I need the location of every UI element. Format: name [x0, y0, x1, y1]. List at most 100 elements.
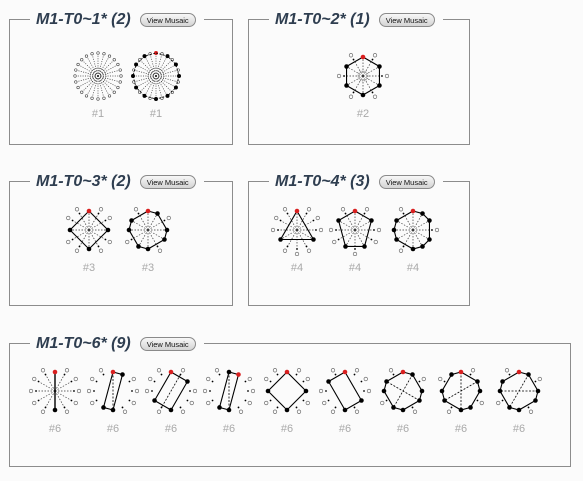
musaic-item[interactable]: #6	[29, 365, 81, 435]
view-musaic-button[interactable]: View Musaic	[139, 337, 196, 351]
musaic-item[interactable]: #3	[63, 204, 115, 274]
musaic-item[interactable]: #6	[377, 365, 429, 435]
note-dot	[185, 379, 190, 384]
musaic-glyph	[264, 368, 310, 414]
item-label: #4	[406, 262, 420, 274]
note-dot	[284, 407, 290, 413]
note-dot	[384, 379, 389, 384]
red-root-dot	[294, 208, 300, 214]
note-dot	[442, 398, 447, 403]
item-label: #1	[149, 108, 163, 120]
red-root-dot	[52, 369, 58, 375]
group-legend: M1-T0~3* (2) View Musaic	[30, 172, 204, 192]
musaic-glyph	[438, 368, 484, 414]
red-root-dot	[284, 369, 290, 375]
musaic-item[interactable]: #2	[337, 50, 389, 120]
musaic-glyph	[391, 207, 439, 253]
view-musaic-button[interactable]: View Musaic	[139, 13, 196, 27]
musaic-item[interactable]: #4	[387, 204, 439, 274]
musaic-item[interactable]: #3	[122, 204, 174, 274]
note-dot	[391, 405, 396, 410]
red-root-dot	[110, 369, 116, 375]
note-dot	[344, 64, 349, 69]
item-label: #6	[454, 423, 468, 435]
group-legend: M1-T0~1* (2) View Musaic	[30, 10, 204, 30]
note-dot	[110, 407, 116, 413]
note-dot	[475, 379, 480, 384]
group-title: M1-T0~2* (1)	[275, 11, 370, 28]
item-label: #3	[141, 262, 155, 274]
red-root-dot	[342, 369, 348, 375]
note-dot	[303, 388, 309, 394]
note-dot	[526, 372, 531, 377]
note-dot	[164, 227, 170, 233]
item-label: #6	[164, 423, 178, 435]
musaic-glyph	[271, 207, 323, 256]
note-dot	[52, 407, 58, 413]
musaic-glyph	[66, 207, 112, 253]
note-dot	[427, 218, 432, 223]
note-dot	[400, 407, 406, 413]
note-dot	[507, 405, 512, 410]
note-dot	[101, 405, 106, 410]
note-dot	[533, 398, 538, 403]
note-dot	[336, 218, 341, 223]
note-dot	[449, 372, 454, 377]
item-label: #3	[82, 262, 96, 274]
red-root-dot	[352, 208, 358, 214]
musaic-item[interactable]: #1	[72, 50, 124, 120]
musaic-item[interactable]: #4	[329, 204, 381, 274]
note-dot	[168, 407, 174, 413]
musaic-glyph	[131, 51, 181, 101]
group-legend: M1-T0~2* (1) View Musaic	[269, 10, 443, 30]
item-label: #4	[348, 262, 362, 274]
musaic-group: M1-T0~2* (1) View Musaic #2	[248, 10, 470, 145]
note-dot	[439, 388, 445, 394]
note-dot	[391, 227, 397, 233]
red-root-dot	[145, 208, 151, 214]
note-dot	[394, 218, 399, 223]
view-musaic-button[interactable]: View Musaic	[378, 175, 435, 189]
musaic-item[interactable]: #6	[203, 365, 255, 435]
note-dot	[420, 244, 425, 249]
note-dot	[377, 83, 382, 88]
note-dot	[359, 398, 364, 403]
red-root-dot	[86, 208, 92, 214]
note-dot	[477, 388, 483, 394]
note-dot	[468, 405, 473, 410]
musaic-glyph	[73, 51, 123, 101]
item-label: #2	[356, 108, 370, 120]
musaic-item[interactable]: #6	[493, 365, 545, 435]
note-dot	[344, 83, 349, 88]
musaic-item[interactable]: #4	[271, 204, 323, 274]
note-dot	[155, 211, 160, 216]
note-dot	[67, 227, 73, 233]
musaic-item[interactable]: #1	[130, 50, 182, 120]
musaic-glyph	[125, 207, 171, 253]
musaic-item[interactable]: #6	[435, 365, 487, 435]
musaic-item[interactable]: #6	[87, 365, 139, 435]
note-dot	[86, 246, 92, 252]
red-root-dot	[516, 369, 522, 375]
item-label: #6	[106, 423, 120, 435]
note-dot	[226, 369, 232, 375]
musaic-item[interactable]: #6	[261, 365, 313, 435]
musaic-item[interactable]: #6	[145, 365, 197, 435]
note-dot	[381, 388, 387, 394]
group-title: M1-T0~1* (2)	[36, 11, 131, 28]
musaic-glyph	[329, 207, 381, 256]
item-label: #6	[222, 423, 236, 435]
note-dot	[278, 237, 283, 242]
note-dot	[410, 372, 415, 377]
note-dot	[152, 398, 157, 403]
view-musaic-button[interactable]: View Musaic	[378, 13, 435, 27]
note-dot	[516, 407, 522, 413]
note-dot	[394, 237, 399, 242]
musaic-item[interactable]: #6	[319, 365, 371, 435]
group-legend: M1-T0~4* (3) View Musaic	[269, 172, 443, 192]
item-label: #1	[91, 108, 105, 120]
musaic-group: M1-T0~1* (2) View Musaic #1 #1	[9, 10, 233, 145]
note-dot	[105, 227, 111, 233]
musaic-group: M1-T0~4* (3) View Musaic #4 #4 #4	[248, 172, 470, 306]
view-musaic-button[interactable]: View Musaic	[139, 175, 196, 189]
